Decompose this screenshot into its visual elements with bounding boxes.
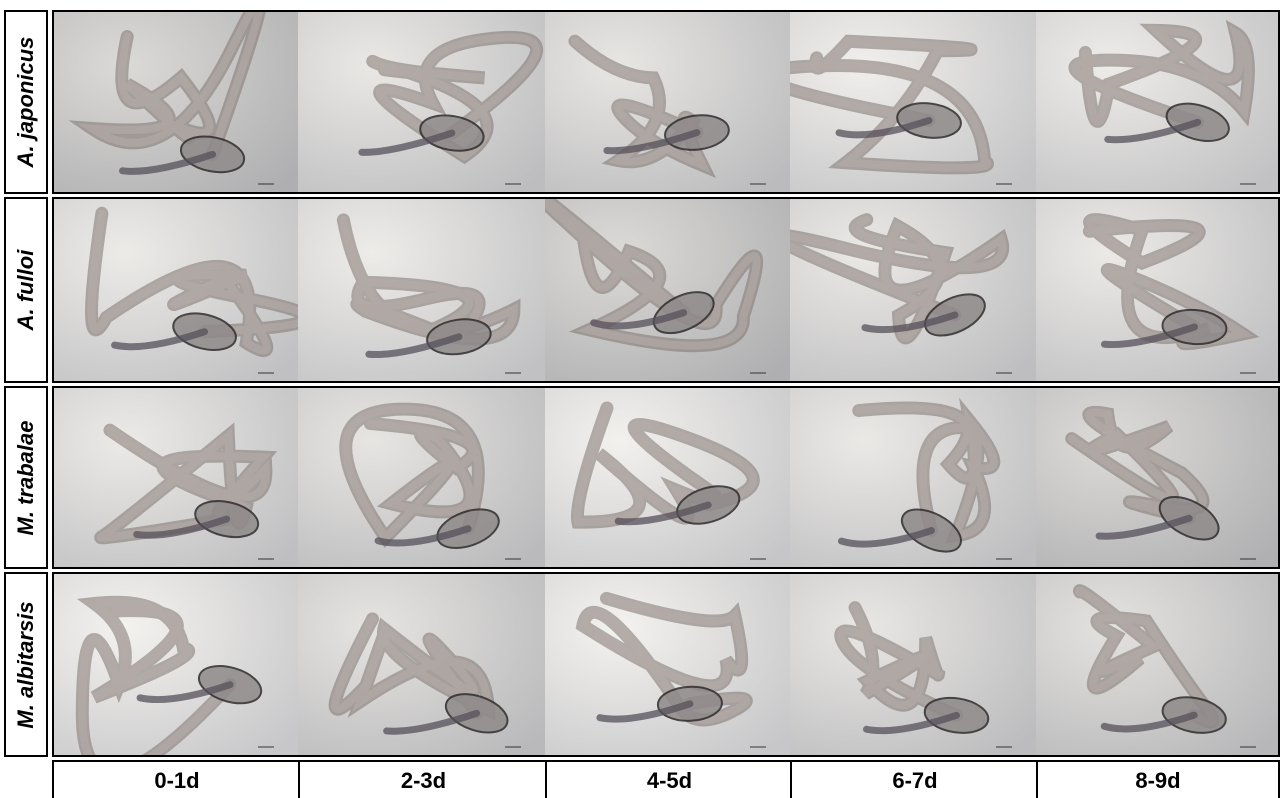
hindgut	[358, 129, 456, 156]
row-label-text: A. japonicus	[13, 36, 38, 168]
hindgut	[111, 328, 209, 351]
micrograph	[545, 572, 790, 757]
hindgut	[614, 501, 712, 526]
gut-tube-core	[341, 405, 483, 544]
hindgut	[1095, 514, 1193, 540]
hindgut	[862, 711, 960, 735]
micrograph	[545, 10, 790, 194]
hindgut	[119, 150, 217, 175]
micrograph	[52, 10, 298, 194]
micrograph	[298, 386, 545, 569]
background	[545, 10, 790, 194]
column-label: 8-9d	[1036, 760, 1280, 798]
gut-tube-core	[87, 209, 298, 355]
micrograph	[1036, 10, 1280, 194]
row-label-text: M. trabalae	[13, 420, 38, 535]
row-label: M. trabalae	[4, 386, 48, 569]
hindgut	[861, 311, 959, 334]
micrograph	[790, 10, 1036, 194]
row-label: A. fulloi	[4, 197, 48, 383]
micrograph	[790, 197, 1036, 383]
hindgut	[383, 709, 481, 735]
micrograph	[545, 197, 790, 383]
hindgut	[136, 681, 234, 704]
gut-tube-core	[545, 197, 761, 350]
hindgut	[1100, 323, 1198, 349]
micrograph	[52, 197, 298, 383]
gut-tube-core	[573, 404, 758, 527]
micrograph	[1036, 197, 1280, 383]
column-label: 4-5d	[545, 760, 792, 798]
row-frame	[52, 197, 1280, 383]
micrograph	[298, 10, 545, 194]
hindgut	[133, 515, 231, 539]
gut-tube-core	[1071, 24, 1253, 127]
hindgut	[596, 700, 694, 723]
background	[545, 572, 790, 757]
row-frame	[52, 10, 1280, 194]
row-label: M. albitarsis	[4, 572, 48, 757]
gut-tube-core	[96, 426, 272, 542]
column-label: 2-3d	[298, 760, 547, 798]
micrograph	[298, 572, 545, 757]
gut-tube-core	[790, 215, 1007, 342]
hindgut	[837, 527, 935, 548]
row-label: A. japonicus	[4, 10, 48, 194]
hindgut	[374, 525, 472, 547]
micrograph	[1036, 572, 1280, 757]
hindgut	[1104, 118, 1202, 144]
micrograph	[790, 572, 1036, 757]
hindgut	[835, 116, 933, 139]
hindgut	[590, 309, 688, 330]
row-frame	[52, 572, 1280, 757]
micrograph	[298, 197, 545, 383]
micrograph	[52, 572, 298, 757]
hindgut	[365, 333, 463, 359]
gut-tube-core	[78, 598, 235, 757]
row-label-text: M. albitarsis	[13, 600, 38, 729]
micrograph	[1036, 386, 1280, 569]
gut-tube-core	[854, 403, 998, 541]
gut-tube-core	[790, 37, 992, 172]
hindgut	[603, 129, 701, 155]
gut-tube-core	[77, 10, 264, 159]
gut-tube-core	[836, 603, 961, 720]
hindgut	[1100, 711, 1198, 733]
column-label: 6-7d	[790, 760, 1038, 798]
column-label: 0-1d	[52, 760, 300, 798]
row-label-text: A. fulloi	[13, 249, 38, 331]
gut-tube-core	[578, 594, 751, 724]
micrograph	[52, 386, 298, 569]
row-frame	[52, 386, 1280, 569]
micrograph	[790, 386, 1036, 569]
micrograph	[545, 386, 790, 569]
gut-tube-core	[1075, 586, 1217, 726]
